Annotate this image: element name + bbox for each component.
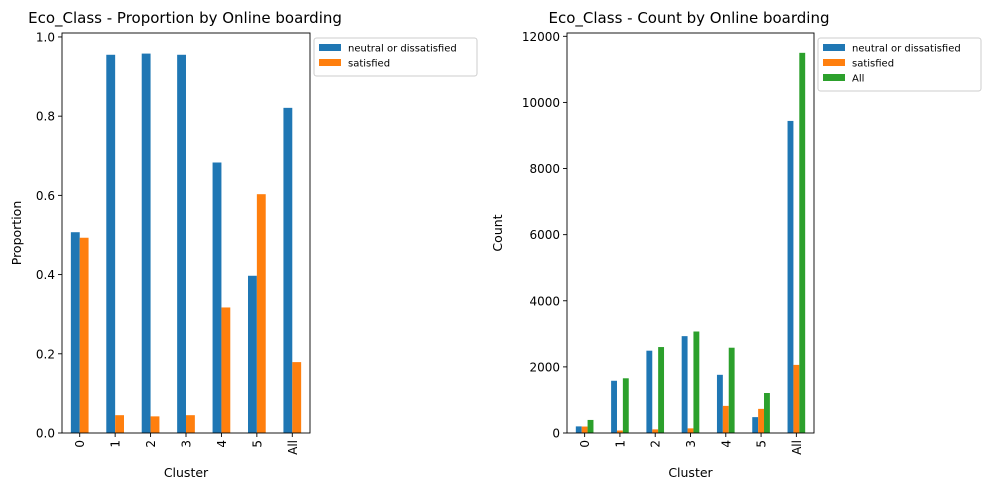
y-axis-label: Count [490,214,505,251]
y-tick-label: 0.6 [36,189,55,203]
x-axis-label: Cluster [164,465,209,480]
bar [622,378,629,433]
y-tick-label: 0.4 [36,268,55,282]
axes-frame [566,32,815,434]
legend-label: neutral or dissatisfied [852,44,961,55]
bar [221,307,231,433]
chart-1: Eco_Class - Proportion by Online boardin… [9,9,478,480]
bar [658,347,665,433]
bar [212,162,222,433]
x-tick-label: 5 [250,440,264,448]
x-axis-label: Cluster [668,465,713,480]
bar [787,120,794,434]
bar [106,54,116,433]
chart-title: Eco_Class - Proportion by Online boardin… [28,9,342,28]
bar [283,107,293,433]
bar [587,419,594,433]
legend-swatch [319,44,341,51]
x-tick-label: 4 [719,440,733,448]
bar [141,53,151,434]
x-tick-label: 1 [613,440,627,448]
bar [70,232,80,433]
x-tick-label: 2 [144,440,158,448]
legend-box [817,37,982,92]
y-tick-label: 4000 [529,294,560,308]
y-tick-label: 0.2 [36,347,55,361]
series-satisfied [79,194,302,433]
bar [150,416,160,433]
legend-swatch [319,59,341,66]
bar [581,426,588,433]
bar [256,194,266,433]
y-tick-label: 0.8 [36,110,55,124]
legend-label: neutral or dissatisfied [348,44,457,55]
y-tick-label: 10000 [522,96,560,110]
bar [681,336,688,433]
y-tick-label: 6000 [529,228,560,242]
bar [793,364,800,433]
bar [616,430,623,433]
y-tick-label: 2000 [529,360,560,374]
legend-label: All [852,74,864,85]
legend-label: satisfied [852,59,894,70]
bar [728,347,735,433]
bar [764,393,770,433]
bar [115,415,124,433]
bar [693,331,700,433]
x-tick-label: 0 [578,440,592,448]
x-tick-label: 5 [755,440,769,448]
legend: neutral or dissatisfied satisfied All [817,37,982,92]
bar [687,428,694,433]
x-tick-label: 2 [649,440,663,448]
x-tick-label: 3 [180,440,194,448]
bar [575,426,582,433]
chart-title: Eco_Class - Count by Online boarding [549,9,830,28]
bar [652,429,659,433]
x-tick-label: 4 [215,440,229,448]
bar [752,417,759,433]
y-tick-label: 12000 [522,30,560,44]
y-tick-label: 1.0 [36,30,55,44]
bar [799,52,806,433]
y-tick-label: 0 [552,427,560,441]
legend-swatch [823,44,845,51]
bar [186,415,195,433]
x-tick-label: 0 [73,440,87,448]
legend-box [313,37,478,77]
chart-2: Eco_Class - Count by Online boarding 0 200… [490,9,982,480]
bar [177,54,186,433]
x-tick-label: All [790,440,804,455]
y-tick-label: 0.0 [36,427,55,441]
legend: neutral or dissatisfied satisfied [313,37,478,77]
legend-label: satisfied [348,59,390,70]
bar [292,362,302,433]
x-tick-label: All [286,440,300,455]
series-satisfied [581,364,800,433]
bar [611,380,617,433]
y-axis-label: Proportion [9,201,24,266]
bar [716,374,723,433]
y-tick-label: 8000 [529,162,560,176]
series-neutral-or-dissatisfied [575,120,794,434]
x-tick-label: 3 [684,440,698,448]
bar [722,405,729,433]
bar [79,237,89,433]
bar [646,350,653,433]
series-all [587,52,806,433]
legend-swatch [823,74,845,81]
series-neutral-or-dissatisfied [70,53,293,434]
bar [248,275,257,433]
bar [758,408,765,433]
legend-swatch [823,59,845,66]
x-tick-label: 1 [109,440,123,448]
